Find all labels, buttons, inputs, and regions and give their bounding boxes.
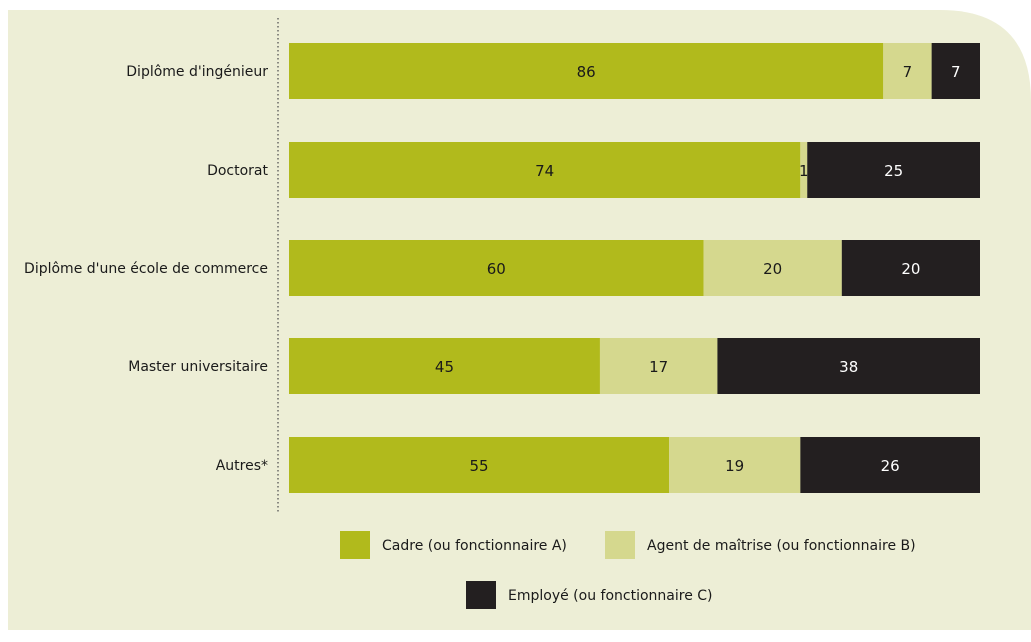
data-label-cadre-ou-fonctionnaire-a-diplome-d-ingenieur: 86 <box>577 63 596 81</box>
bar-segment-agent-de-maitrise-ou-fonctionnaire-b-diplome-d-une-ecole-de-commerce <box>703 240 842 296</box>
category-labels: Diplôme d'ingénieur Doctorat Diplôme d'une… <box>24 64 268 474</box>
data-label-employe-ou-fonctionnaire-c-doctorat: 25 <box>884 162 903 180</box>
bar-segment-employe-ou-fonctionnaire-c-master-universitaire <box>717 338 980 394</box>
legend-swatch-agent-de-maitrise-ou-fonctionnaire-b <box>605 531 635 559</box>
bar-segment-cadre-ou-fonctionnaire-a-diplome-d-ingenieur <box>289 43 884 99</box>
bar-segment-employe-ou-fonctionnaire-c-diplome-d-une-ecole-de-commerce <box>841 240 980 296</box>
data-label-employe-ou-fonctionnaire-c-diplome-d-ingenieur: 7 <box>951 63 961 81</box>
category-label-doctorat: Doctorat <box>207 163 268 179</box>
data-label-agent-de-maitrise-ou-fonctionnaire-b-doctorat: 1 <box>799 162 809 180</box>
bar-segment-employe-ou-fonctionnaire-c-autres <box>800 437 980 493</box>
data-label-agent-de-maitrise-ou-fonctionnaire-b-autres: 19 <box>725 457 744 475</box>
bar-segment-agent-de-maitrise-ou-fonctionnaire-b-diplome-d-ingenieur <box>883 43 932 99</box>
legend-swatch-cadre-ou-fonctionnaire-a <box>340 531 370 559</box>
data-label-cadre-ou-fonctionnaire-a-master-universitaire: 45 <box>435 358 454 376</box>
data-label-agent-de-maitrise-ou-fonctionnaire-b-diplome-d-une-ecole-de-commerce: 20 <box>763 260 782 278</box>
chart-background <box>8 10 1031 630</box>
data-label-agent-de-maitrise-ou-fonctionnaire-b-master-universitaire: 17 <box>649 358 668 376</box>
data-label-employe-ou-fonctionnaire-c-diplome-d-une-ecole-de-commerce: 20 <box>901 260 920 278</box>
legend-label-employe-ou-fonctionnaire-c: Employé (ou fonctionnaire C) <box>508 588 713 604</box>
legend: Cadre (ou fonctionnaire A) Agent de maîtr… <box>340 531 916 609</box>
category-label-diplome-d-une-ecole-de-commerce: Diplôme d'une école de commerce <box>24 261 268 277</box>
category-label-diplome-d-ingenieur: Diplôme d'ingénieur <box>126 64 268 80</box>
bar-segment-cadre-ou-fonctionnaire-a-autres <box>289 437 670 493</box>
data-label-cadre-ou-fonctionnaire-a-diplome-d-une-ecole-de-commerce: 60 <box>487 260 506 278</box>
category-label-master-universitaire: Master universitaire <box>128 359 268 375</box>
legend-label-agent-de-maitrise-ou-fonctionnaire-b: Agent de maîtrise (ou fonctionnaire B) <box>647 538 916 554</box>
legend-swatch-employe-ou-fonctionnaire-c <box>466 581 496 609</box>
legend-label-cadre-ou-fonctionnaire-a: Cadre (ou fonctionnaire A) <box>382 538 567 554</box>
data-label-employe-ou-fonctionnaire-c-autres: 26 <box>881 457 900 475</box>
bar-segment-cadre-ou-fonctionnaire-a-master-universitaire <box>289 338 600 394</box>
category-label-autres: Autres* <box>216 458 268 474</box>
data-label-employe-ou-fonctionnaire-c-master-universitaire: 38 <box>839 358 858 376</box>
data-label-cadre-ou-fonctionnaire-a-autres: 55 <box>469 457 488 475</box>
bar-segment-cadre-ou-fonctionnaire-a-doctorat <box>289 142 801 198</box>
bars-layer: 86 7 7 74 1 25 60 20 20 45 17 38 55 19 26 <box>289 43 980 493</box>
bar-segment-agent-de-maitrise-ou-fonctionnaire-b-master-universitaire <box>599 338 718 394</box>
data-label-cadre-ou-fonctionnaire-a-doctorat: 74 <box>535 162 554 180</box>
bar-segment-employe-ou-fonctionnaire-c-diplome-d-ingenieur <box>931 43 980 99</box>
bar-segment-employe-ou-fonctionnaire-c-doctorat <box>807 142 980 198</box>
bar-segment-agent-de-maitrise-ou-fonctionnaire-b-autres <box>669 437 801 493</box>
data-label-agent-de-maitrise-ou-fonctionnaire-b-diplome-d-ingenieur: 7 <box>903 63 913 81</box>
bar-segment-cadre-ou-fonctionnaire-a-diplome-d-une-ecole-de-commerce <box>289 240 704 296</box>
bar-segment-agent-de-maitrise-ou-fonctionnaire-b-doctorat <box>800 142 808 198</box>
